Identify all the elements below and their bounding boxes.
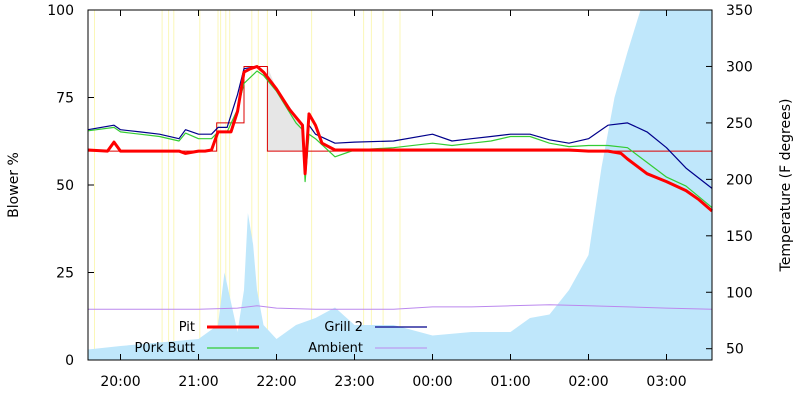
legend-label: Ambient [308,341,363,356]
x-tick-label: 23:00 [334,374,374,390]
x-tick-label: 01:00 [490,374,530,390]
x-tick-label: 22:00 [256,374,296,390]
y-tick-label: 100 [47,3,74,19]
setpoint-line [88,66,712,152]
x-tick-label: 21:00 [178,374,218,390]
y2-tick-label: 250 [726,116,753,132]
y2-tick-label: 100 [726,285,753,301]
series-line-ambient [88,304,713,310]
y-axis-left: 0 25 50 75 100 [47,3,94,369]
y2-tick-label: 50 [726,342,744,358]
series-lines-layer [87,65,713,310]
setpoint-gap-fill [267,66,303,152]
blower-area-layer [88,10,712,360]
x-tick-label: 02:00 [568,374,608,390]
y2-tick-label: 150 [726,229,753,245]
setpoint-fill-layer [267,66,303,152]
legend-label: P0rk Butt [135,341,195,356]
x-tick-label: 00:00 [412,374,452,390]
legend: Pit P0rk Butt Grill 2 Ambient [135,320,427,356]
y-tick-label: 50 [56,178,74,194]
y-axis-right: 50 100 150 200 250 300 350 [706,3,753,358]
y2-tick-label: 350 [726,3,753,19]
series-line-pit [87,65,713,213]
y-tick-label: 75 [56,91,74,107]
x-axis: 20:00 21:00 22:00 23:00 00:00 01:00 02:00 03:00 [100,10,687,390]
legend-label: Grill 2 [324,320,363,335]
x-tick-label: 20:00 [100,374,140,390]
y-tick-label: 0 [65,353,74,369]
y2-tick-label: 200 [726,172,753,188]
legend-label: Pit [179,320,195,335]
blower-area [88,10,712,360]
y-axis-label-right: Temperature (F degrees) [778,99,794,273]
y-tick-label: 25 [56,266,74,282]
x-tick-label: 03:00 [646,374,686,390]
y2-tick-label: 300 [726,59,753,75]
y-axis-label-left: Blower % [6,152,22,218]
